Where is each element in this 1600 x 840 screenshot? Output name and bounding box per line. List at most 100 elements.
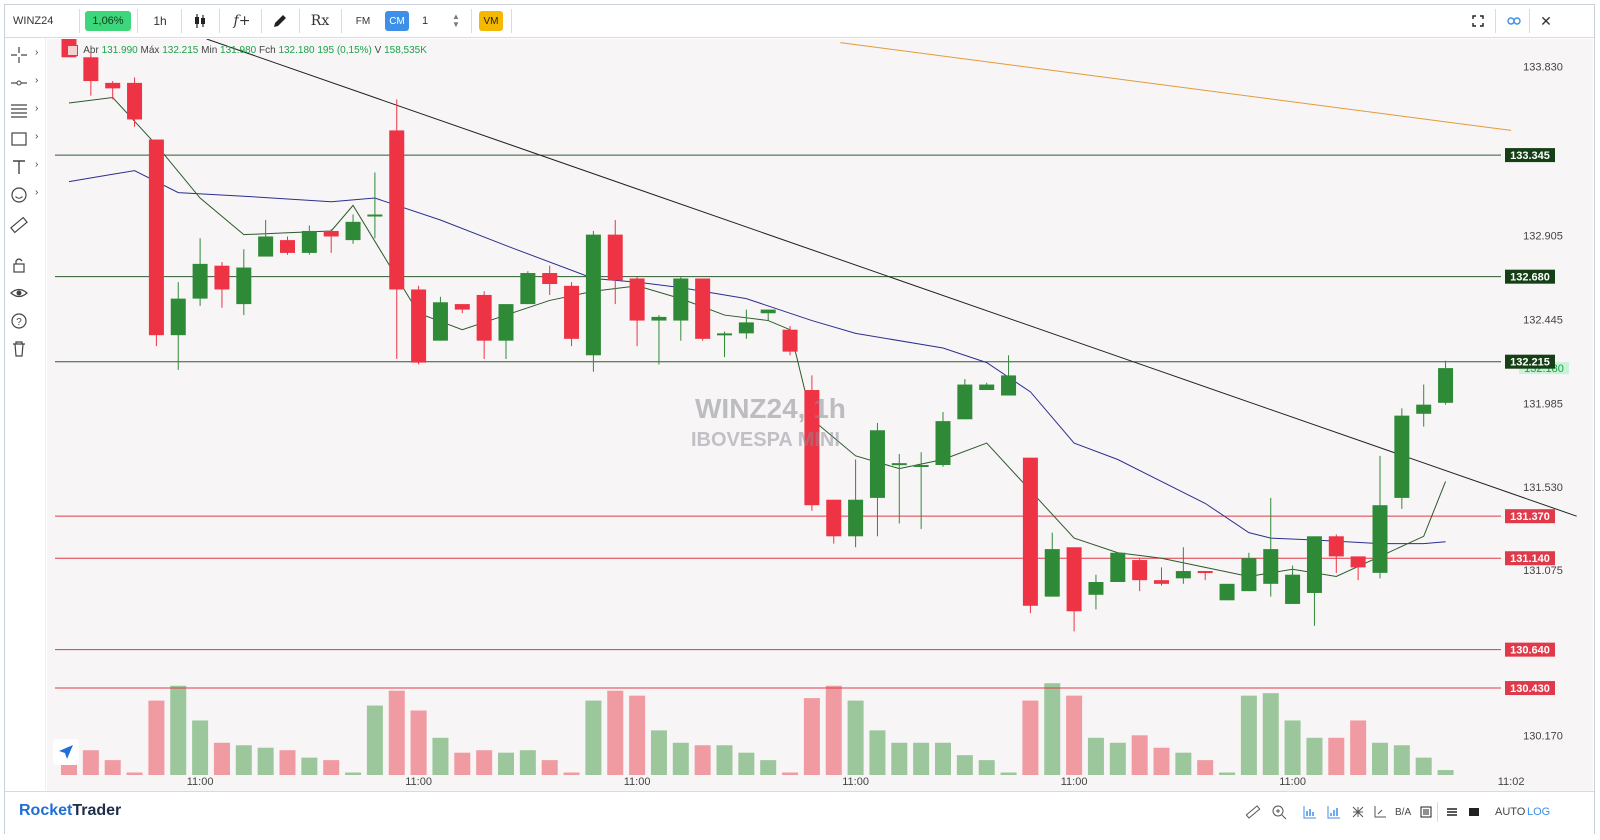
chevron-right-icon[interactable]: ›	[35, 103, 39, 114]
cm-button[interactable]: CM	[385, 11, 409, 31]
chevron-right-icon[interactable]: ›	[35, 159, 39, 170]
candle-body	[345, 221, 361, 241]
price-chart[interactable]: 133.830 132.905 132.445 131.985 131.530 131.0…	[47, 39, 1593, 791]
book-icon[interactable]	[1419, 804, 1433, 820]
divider	[261, 9, 262, 33]
volume-bar	[432, 737, 449, 775]
navigation-arrow-icon	[59, 745, 73, 759]
volume-bar	[1306, 737, 1323, 775]
volume-bar	[213, 742, 230, 775]
expand-icon[interactable]	[1467, 11, 1489, 31]
lock-tool[interactable]	[9, 254, 43, 276]
volume-bar	[891, 742, 908, 775]
divider	[219, 9, 220, 33]
level-tag	[1505, 269, 1555, 284]
candle-body	[1022, 457, 1038, 606]
chart-area[interactable]: 133.830 132.905 132.445 131.985 131.530 131.0…	[47, 39, 1593, 791]
candle-body	[1306, 536, 1322, 593]
candlestick-icon[interactable]	[187, 11, 213, 31]
link-icon[interactable]	[1503, 11, 1525, 31]
toolbar: WINZ24 1,06% 1h f+ Rx FM CM 1 ▲ ▼ VM	[5, 5, 1594, 38]
fib-icon	[11, 104, 27, 118]
divider	[511, 9, 512, 33]
volume-bar	[1240, 695, 1257, 775]
chevron-right-icon[interactable]: ›	[35, 47, 39, 58]
x-tick-label: 11:00	[842, 776, 869, 788]
close-icon[interactable]: ✕	[1540, 12, 1552, 29]
candle-body	[476, 294, 492, 341]
trash-tool[interactable]	[9, 338, 43, 360]
rectangle-icon	[11, 132, 27, 146]
volume-bar	[1109, 742, 1126, 775]
legend-toggle[interactable]	[67, 45, 78, 56]
list-icon[interactable]	[1445, 804, 1459, 820]
eye-tool[interactable]	[9, 282, 43, 304]
ba-icon[interactable]: B/A	[1395, 806, 1412, 818]
y-tick-label: 131.530	[1523, 482, 1563, 494]
axis-icon[interactable]	[1373, 804, 1387, 820]
ruler-icon[interactable]	[1245, 804, 1261, 820]
grid-icon[interactable]	[1351, 804, 1365, 820]
volume-bar	[585, 700, 602, 775]
candle-body	[1241, 558, 1257, 592]
volume-bar	[1066, 695, 1083, 775]
candle-body	[170, 298, 186, 336]
candle-body	[1154, 580, 1169, 584]
quantity-input[interactable]: 1	[421, 15, 429, 27]
bar-chart-icon[interactable]	[1303, 804, 1317, 820]
zoom-icon[interactable]	[1271, 804, 1287, 820]
divider	[79, 9, 80, 33]
volume-bar	[1087, 737, 1104, 775]
auto-scale-button[interactable]: AUTO	[1495, 806, 1526, 818]
volume-bars-icon[interactable]	[1327, 804, 1341, 820]
volume-bar	[366, 705, 383, 775]
chevron-up-icon[interactable]: ▲	[452, 12, 460, 21]
volume-bar	[672, 742, 689, 775]
svg-text:?: ?	[16, 317, 22, 328]
candle-body	[695, 278, 711, 339]
crosshair-tool[interactable]: ›	[9, 44, 43, 66]
log-scale-button[interactable]: LOG	[1527, 806, 1551, 818]
rx-button[interactable]: Rx	[310, 13, 330, 29]
y-tick-label: 130.170	[1523, 731, 1563, 743]
candle-body	[1350, 556, 1366, 568]
pencil-icon[interactable]	[267, 11, 293, 31]
x-tick-label: 11:00	[1061, 776, 1088, 788]
volume-bar	[323, 760, 340, 775]
chevron-right-icon[interactable]: ›	[35, 187, 39, 198]
quantity-stepper[interactable]: ▲ ▼	[449, 11, 463, 31]
volume-bar	[1415, 757, 1432, 775]
line-tool[interactable]: ›	[9, 72, 43, 94]
volume-bar	[104, 760, 121, 775]
chevron-right-icon[interactable]: ›	[35, 131, 39, 142]
eye-icon	[10, 288, 28, 298]
candle-body	[979, 384, 995, 391]
ruler-tool[interactable]	[9, 214, 43, 236]
candle-body	[629, 278, 645, 321]
volume-bar	[301, 757, 318, 775]
chevron-down-icon[interactable]: ▼	[452, 20, 460, 29]
chevron-right-icon[interactable]: ›	[35, 75, 39, 86]
candle-body	[1394, 415, 1410, 498]
panel-icon[interactable]	[1467, 804, 1481, 820]
text-tool[interactable]: ›	[9, 156, 43, 178]
candle-body	[236, 267, 252, 305]
emoji-tool[interactable]: ›	[9, 184, 43, 206]
navigate-button[interactable]	[53, 739, 79, 765]
level-tag	[1505, 642, 1555, 657]
volume-bar	[1131, 735, 1148, 775]
rectangle-tool[interactable]: ›	[9, 128, 43, 150]
symbol-selector[interactable]: WINZ24	[13, 15, 54, 27]
volume-bar	[1393, 745, 1410, 775]
candle-body	[651, 316, 667, 321]
timeframe-button[interactable]: 1h	[153, 14, 167, 28]
brand-logo: RocketTrader	[19, 802, 122, 819]
fib-tool[interactable]: ›	[9, 100, 43, 122]
divider	[1529, 9, 1530, 33]
divider	[471, 9, 472, 33]
fm-button[interactable]: FM	[355, 15, 371, 27]
indicators-button[interactable]: f+	[233, 13, 251, 29]
help-tool[interactable]: ?	[9, 310, 43, 332]
volume-bar	[956, 755, 973, 775]
vm-button[interactable]: VM	[479, 11, 503, 31]
